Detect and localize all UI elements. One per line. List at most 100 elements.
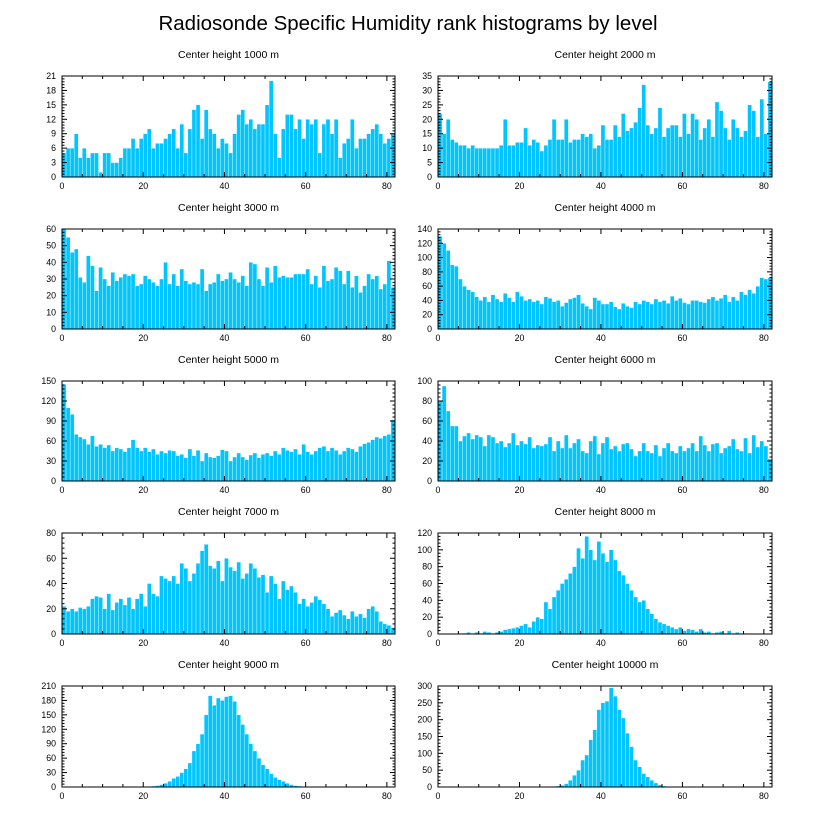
- histogram-bar: [342, 283, 347, 330]
- histogram-bar: [220, 138, 225, 178]
- histogram-bar: [317, 599, 323, 635]
- y-tick-label: 120: [417, 528, 432, 538]
- histogram-bar: [285, 450, 290, 482]
- histogram-bar: [596, 453, 602, 482]
- histogram-bar: [617, 308, 622, 330]
- histogram-bar: [507, 628, 512, 635]
- histogram-bar: [78, 277, 83, 330]
- histogram-bar: [69, 147, 75, 178]
- y-tick-label: 90: [46, 416, 56, 426]
- x-tick-label: 40: [596, 485, 606, 495]
- histogram-bar: [187, 128, 193, 178]
- histogram-bar: [686, 303, 691, 330]
- histogram-bar: [281, 580, 286, 635]
- y-tick-label: 80: [422, 267, 432, 277]
- histogram-bar: [337, 454, 343, 482]
- histogram-bar: [167, 283, 172, 330]
- histogram-bar: [507, 297, 512, 330]
- x-tick-label: 40: [220, 485, 230, 495]
- x-tick-label: 0: [436, 791, 441, 801]
- histogram-bar: [354, 616, 359, 635]
- histogram-bar: [122, 273, 128, 330]
- histogram-bar: [596, 300, 602, 330]
- histogram-bar: [358, 613, 363, 635]
- histogram-bar: [588, 440, 593, 482]
- histogram-bar: [580, 133, 585, 178]
- histogram-bar: [523, 127, 528, 178]
- histogram-bar: [248, 454, 254, 482]
- histogram-bar: [110, 162, 115, 178]
- y-tick-label: 9: [51, 129, 56, 139]
- histogram-bar: [256, 757, 262, 788]
- y-tick-label: 10: [422, 143, 432, 153]
- histogram-bar: [572, 775, 577, 788]
- x-tick-label: 20: [515, 638, 525, 648]
- histogram-bar: [220, 280, 225, 330]
- x-tick-label: 0: [60, 638, 65, 648]
- histogram-bar: [244, 285, 249, 330]
- histogram-bar: [167, 580, 172, 635]
- histogram-bar: [309, 123, 314, 178]
- histogram-bar: [637, 450, 642, 482]
- histogram-bar: [498, 440, 504, 482]
- histogram-bar: [106, 152, 111, 178]
- histogram-bar: [321, 446, 327, 482]
- y-tick-label: 0: [51, 324, 56, 334]
- histogram-bar: [682, 450, 687, 482]
- x-tick-label: 20: [515, 485, 525, 495]
- histogram-bar: [216, 147, 221, 178]
- histogram-bar: [130, 138, 136, 178]
- histogram-bar: [252, 128, 258, 178]
- histogram-bar: [268, 575, 274, 635]
- y-tick-label: 30: [46, 768, 56, 778]
- histogram-bar: [155, 285, 160, 330]
- histogram-bar: [466, 432, 471, 482]
- histogram-bar: [612, 695, 618, 788]
- histogram-panel: Center height 9000 m 0 20 40 60 80 0 30 60 90 120 1…: [41, 659, 396, 801]
- histogram-panel: Center height 4000 m 0 20 40 60 80 0 20 40 60 80 10…: [417, 202, 773, 343]
- histogram-bar: [608, 139, 614, 178]
- histogram-bar: [519, 625, 524, 635]
- histogram-bar: [179, 454, 185, 482]
- histogram-bar: [462, 435, 467, 482]
- histogram-bar: [535, 444, 541, 482]
- histogram-bar: [515, 444, 520, 482]
- histogram-bar: [690, 300, 695, 330]
- y-tick-label: 120: [41, 724, 56, 734]
- histogram-bar: [199, 268, 205, 330]
- histogram-bar: [633, 455, 638, 482]
- histogram-bar: [106, 444, 111, 482]
- histogram-bar: [714, 300, 720, 330]
- histogram-bar: [114, 447, 120, 482]
- histogram-bar: [199, 550, 205, 635]
- histogram-bar: [277, 454, 282, 482]
- histogram-bar: [248, 743, 254, 788]
- histogram-bar: [572, 566, 577, 635]
- histogram-bar: [386, 260, 392, 330]
- histogram-bar: [163, 782, 168, 788]
- histogram-bar: [256, 457, 262, 482]
- y-tick-label: 60: [422, 416, 432, 426]
- histogram-bar: [633, 759, 638, 788]
- histogram-bar: [175, 285, 180, 330]
- histogram-bar: [86, 606, 91, 635]
- histogram-bar: [612, 306, 618, 330]
- y-tick-label: 18: [46, 85, 56, 95]
- histogram-bar: [317, 287, 323, 330]
- histogram-bar: [657, 455, 663, 482]
- histogram-bar: [216, 273, 221, 330]
- histogram-bar: [82, 147, 87, 178]
- histogram-bar: [617, 709, 622, 788]
- x-tick-label: 80: [382, 791, 392, 801]
- histogram-bar: [706, 298, 712, 330]
- histogram-bar: [445, 250, 451, 330]
- x-tick-label: 80: [759, 791, 769, 801]
- histogram-panel: Center height 1000 m 0 20 40 60 80 0 3 6 9 12 15 18 2…: [46, 49, 396, 191]
- histogram-bar: [502, 629, 508, 635]
- histogram-bar: [362, 285, 367, 330]
- x-tick-label: 80: [759, 333, 769, 343]
- histogram-bar: [751, 110, 756, 178]
- histogram-bar: [686, 447, 691, 482]
- histogram-bar: [191, 573, 197, 635]
- histogram-bar: [65, 611, 71, 635]
